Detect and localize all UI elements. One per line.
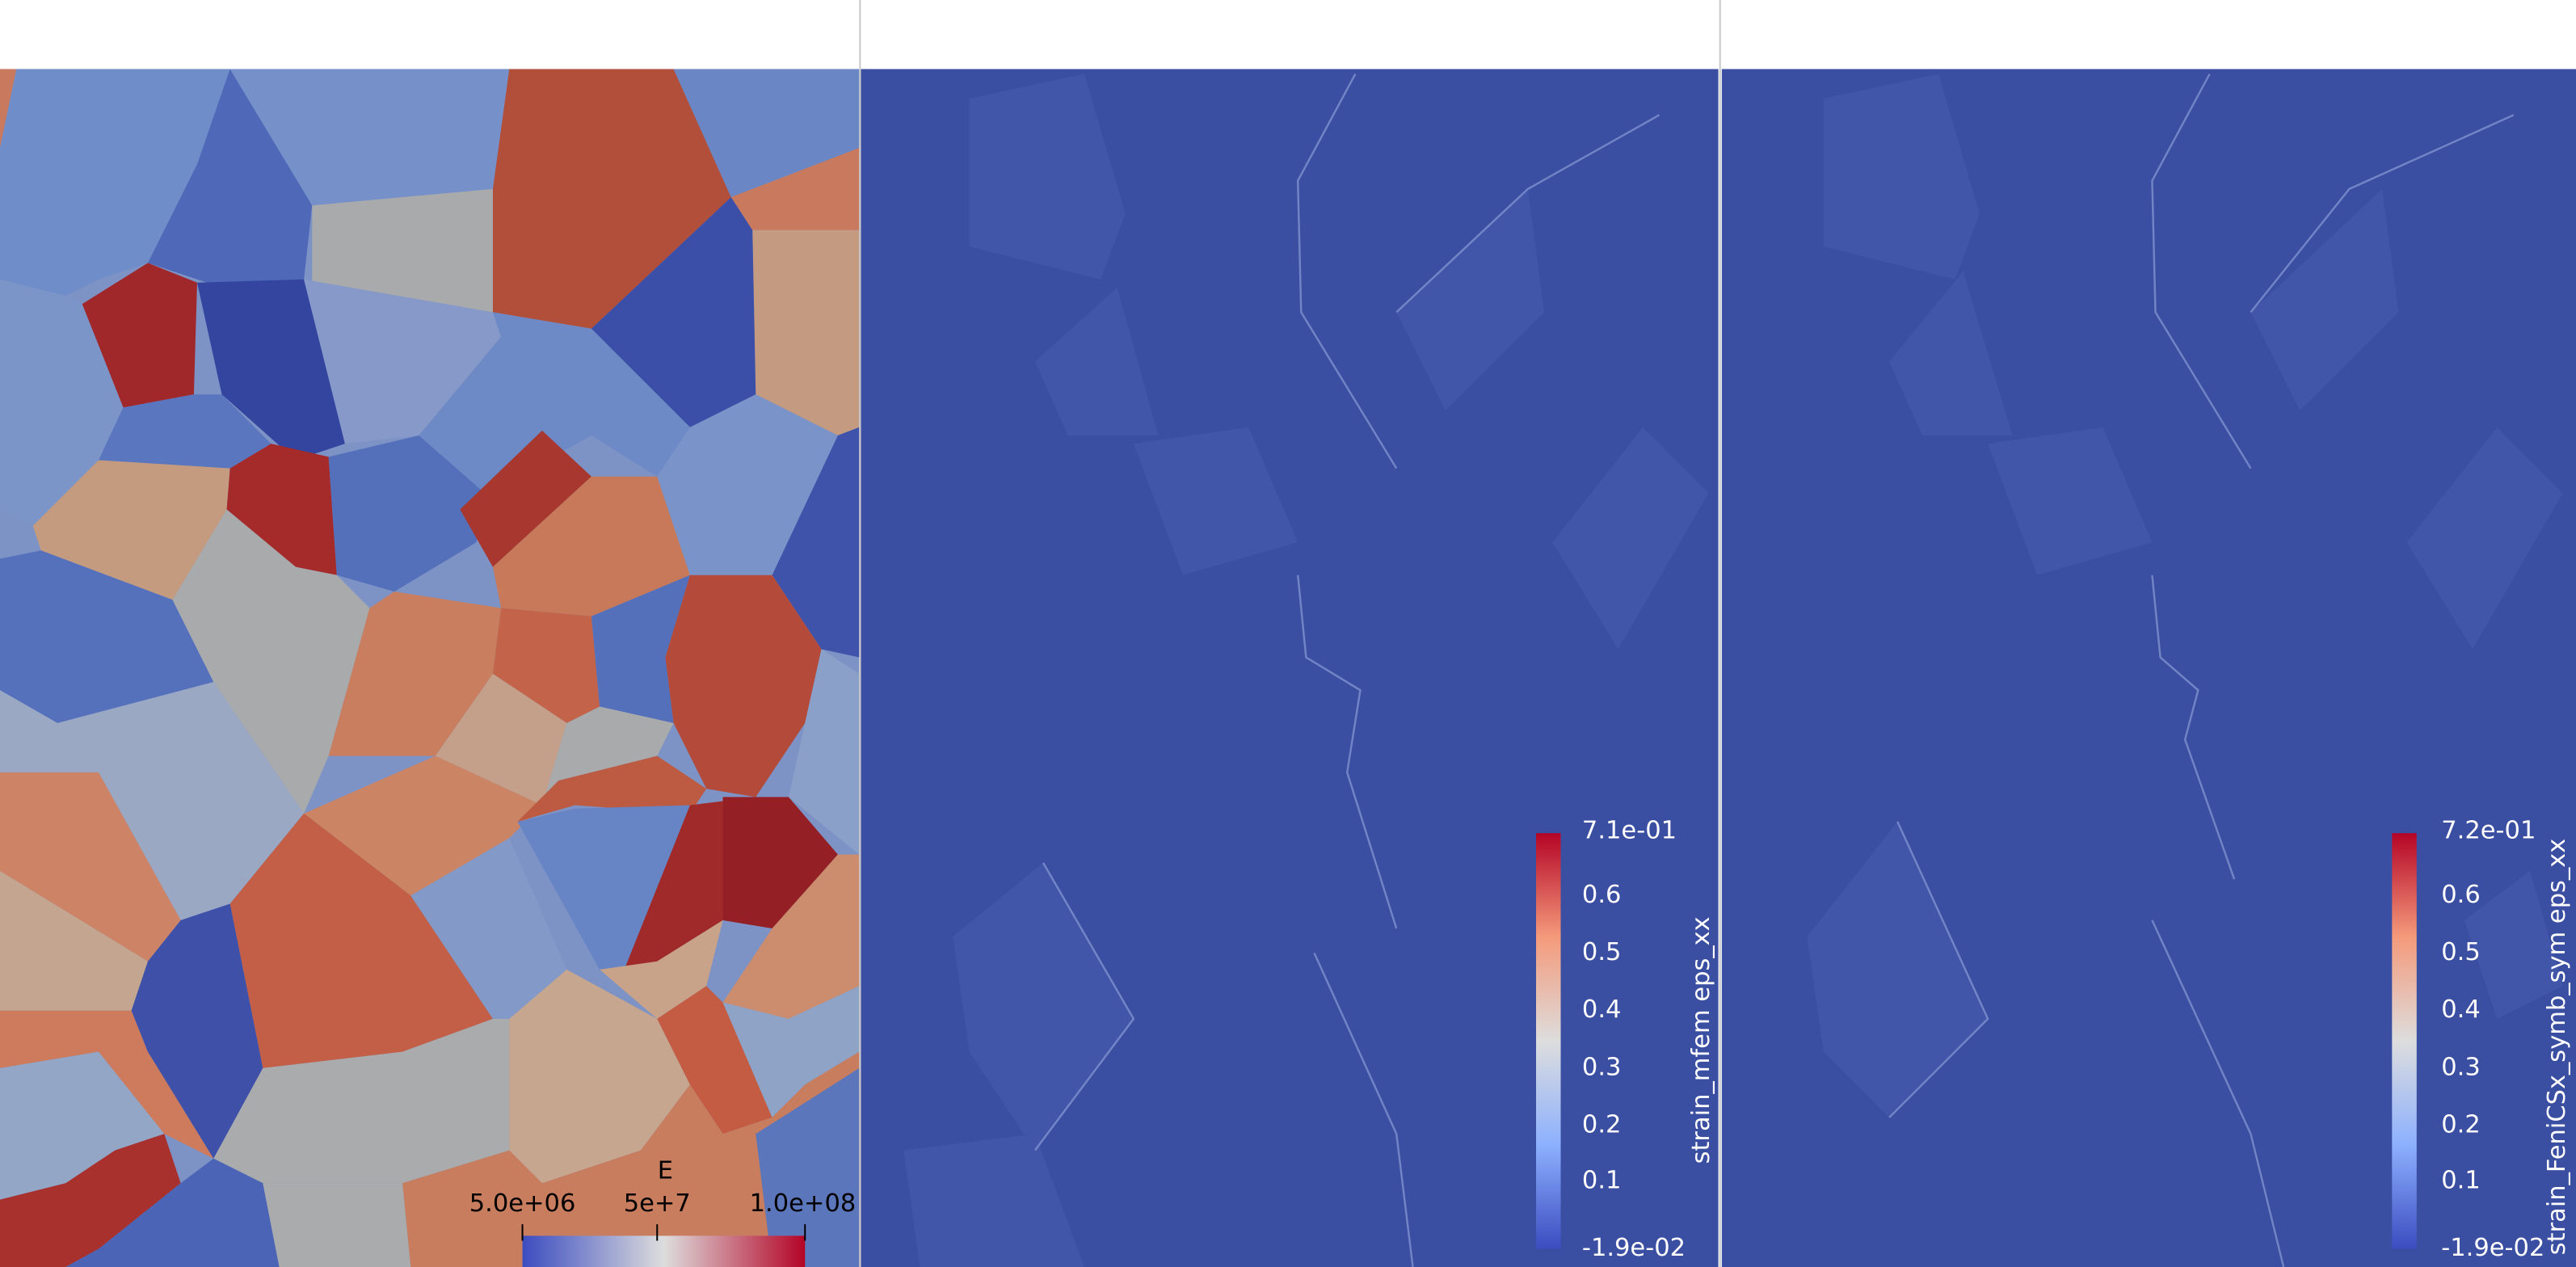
render-view-2: 7.1e-01 0.6 0.5 0.4 0.3 0.2 0.1 -1.9e-02… (861, 69, 1719, 1267)
colorbar-label: 0.1 (2441, 1167, 2481, 1195)
colorbar-label: 0.2 (2441, 1111, 2481, 1139)
toolbar (0, 0, 2576, 69)
colorbar-label: 0.4 (1582, 996, 1622, 1024)
colorbar-label: 0.6 (2441, 881, 2481, 909)
colorbar (522, 1235, 806, 1267)
render-view-3: 7.2e-01 0.6 0.5 0.4 0.3 0.2 0.1 -1.9e-02… (1721, 69, 2576, 1267)
colorbar-label: 7.2e-01 (2441, 817, 2536, 845)
colorbar-label: 7.1e-01 (1582, 817, 1677, 845)
colorbar-title: E (658, 1157, 673, 1185)
colorbar-title: strain_mfem eps_xx (1687, 916, 1715, 1164)
colorbar-label: 5.0e+06 (469, 1189, 576, 1218)
colorbar-label: 0.1 (1582, 1167, 1622, 1195)
colorbar-label: 0.4 (2441, 996, 2481, 1024)
colorbar (1536, 833, 1561, 1249)
colorbar-label: 0.3 (2441, 1053, 2481, 1081)
render-view-1: E 5.0e+06 5e+7 1.0e+08 (0, 69, 860, 1267)
colorbar (2392, 833, 2417, 1249)
colorbar-label: 0.5 (2441, 938, 2481, 966)
colorbar-label: 1.0e+08 (750, 1189, 857, 1218)
colorbar-label: 0.5 (1582, 938, 1622, 966)
colorbar-label: 0.3 (1582, 1053, 1622, 1081)
colorbar-label: -1.9e-02 (2441, 1234, 2544, 1262)
colorbar-label: -1.9e-02 (1582, 1234, 1686, 1262)
colorbar-label: 0.6 (1582, 881, 1622, 909)
colorbar-title: strain_FeniCSx_symb_sym eps_xx (2543, 839, 2571, 1256)
colorbar-label: 5e+7 (624, 1189, 691, 1218)
colorbar-label: 0.2 (1582, 1111, 1622, 1139)
